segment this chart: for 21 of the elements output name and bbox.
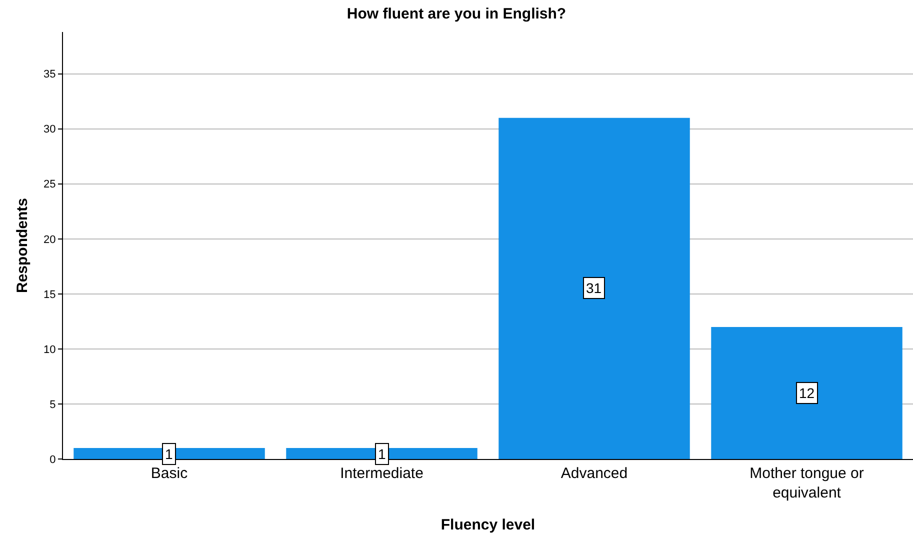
y-tick-label: 15 [44,288,56,301]
x-tick-label: Basic [150,465,188,482]
y-tick-label: 35 [44,68,56,81]
x-axis-title: Fluency level [440,516,536,534]
data-label: 31 [586,280,602,296]
x-tick-label: Intermediate [340,465,424,482]
y-tick-label: 30 [44,124,56,136]
y-tick-label: 25 [44,178,56,191]
y-tick-label: 5 [50,398,56,411]
data-label: 1 [165,446,173,462]
bar [498,118,690,459]
x-tick-label: Mother tongue or equivalent [750,465,864,502]
y-tick-label: 10 [44,344,56,356]
y-tick-label: 0 [50,454,56,466]
data-label: 1 [378,446,386,462]
chart-title: How fluent are you in English? [346,6,566,23]
data-label: 12 [799,385,815,401]
y-tick-label: 20 [44,234,56,246]
x-tick-label: Advanced [560,465,628,482]
y-axis-title: Respondents [14,198,31,294]
bar [711,326,902,459]
